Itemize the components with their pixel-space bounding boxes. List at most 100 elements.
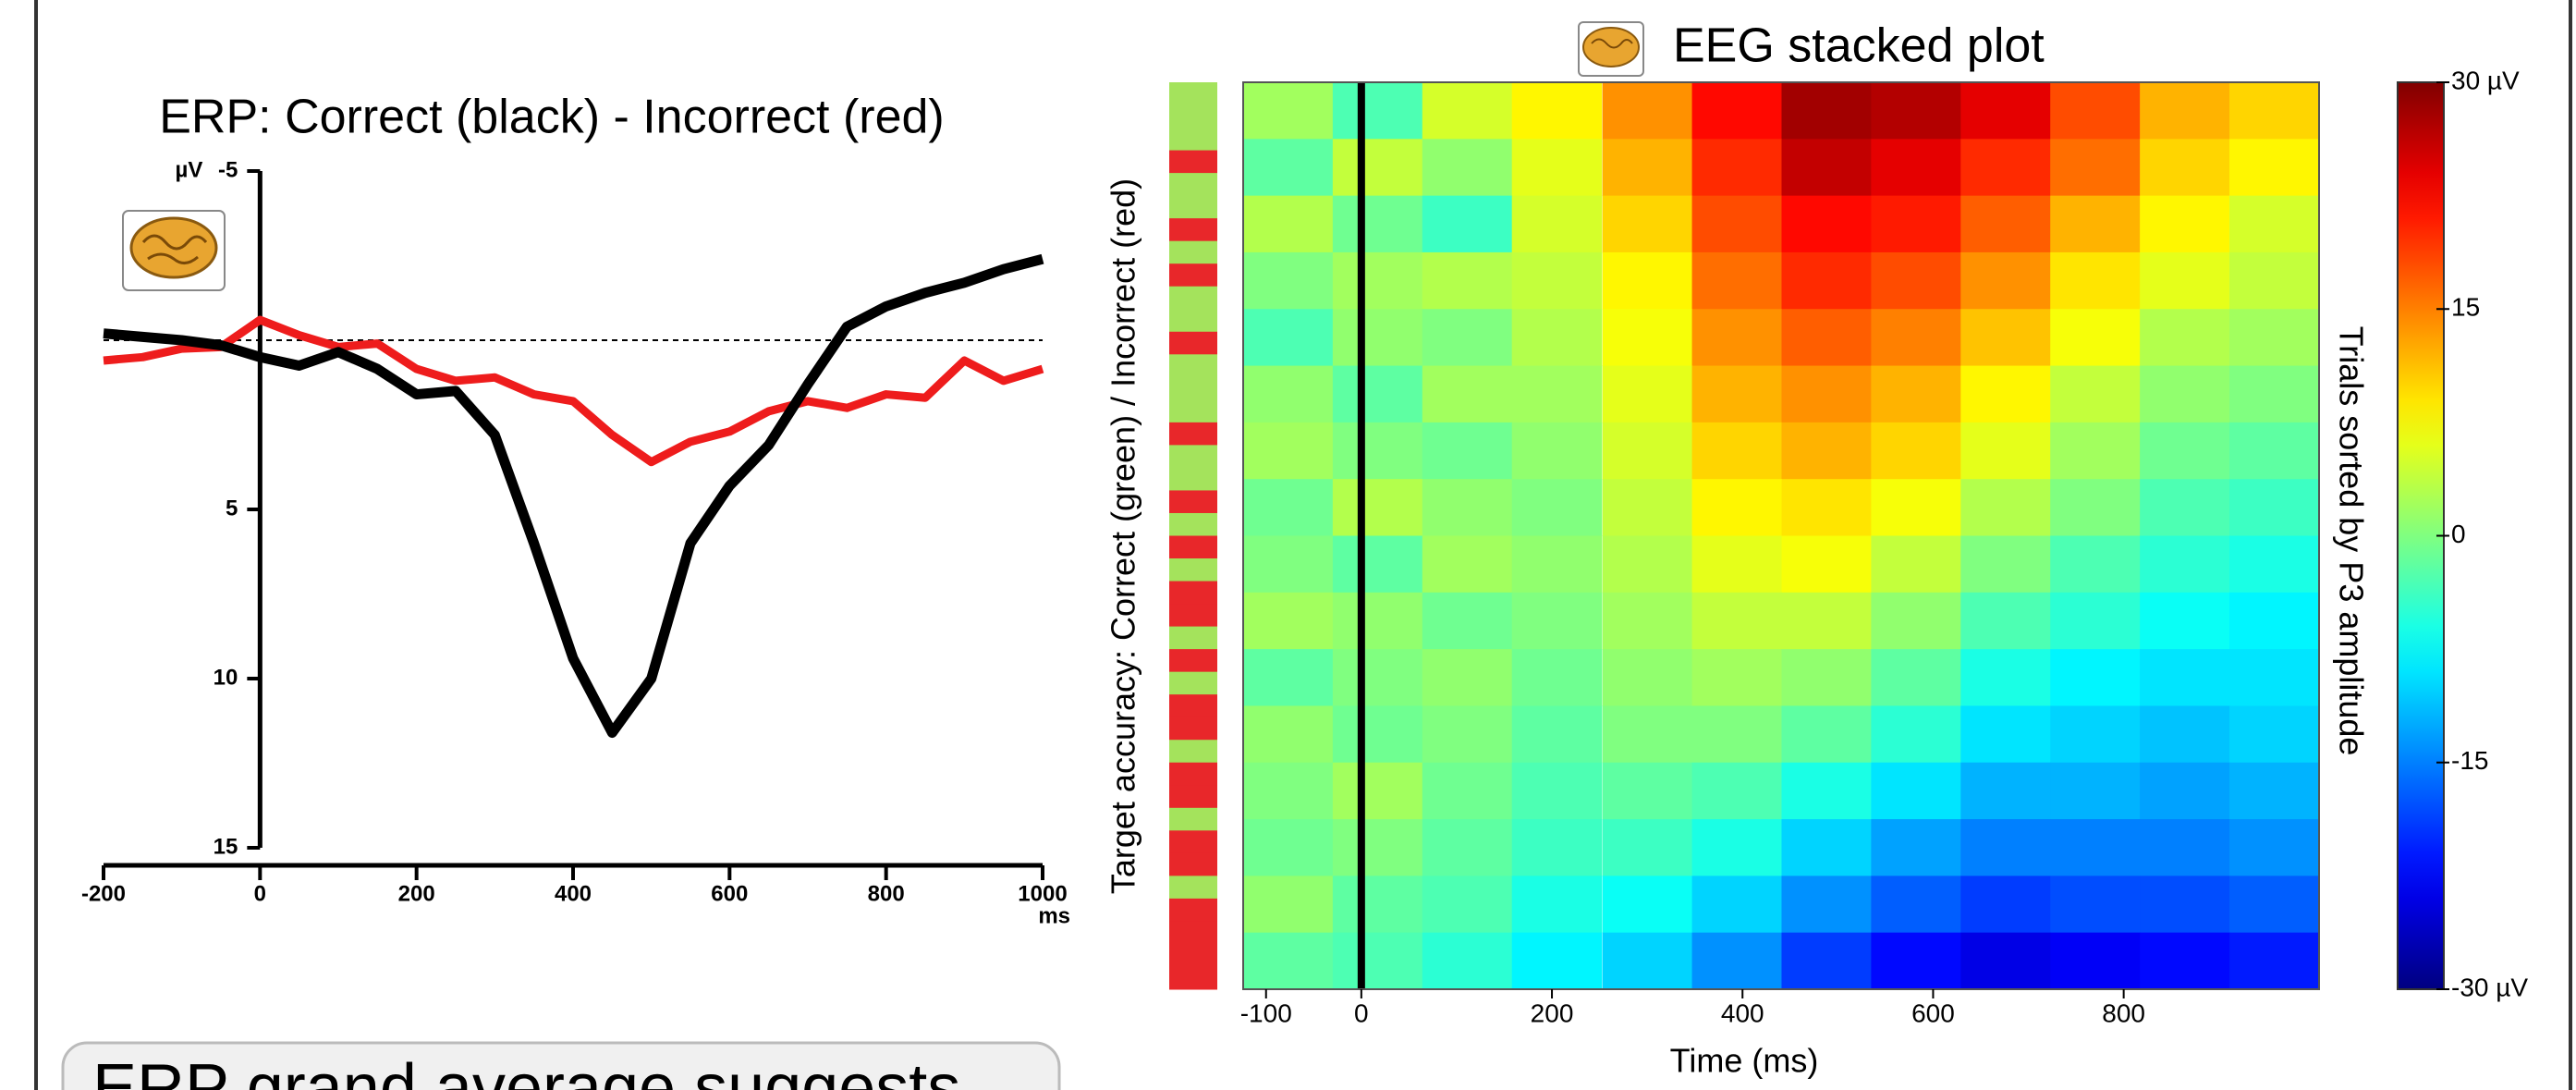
heatmap-cell <box>1691 422 1783 480</box>
event-line <box>1357 82 1365 989</box>
heatmap-cell <box>1781 251 1872 310</box>
heatmap-cell <box>1332 592 1423 650</box>
heatmap-cell <box>1871 365 1961 423</box>
x-tick-label: -100 <box>1240 998 1292 1027</box>
heatmap-cell <box>1960 762 2051 820</box>
heatmap-cell <box>1332 82 1423 140</box>
heatmap-cell <box>2050 309 2141 367</box>
heatmap-cell <box>1511 819 1603 876</box>
heatmap-cell <box>1242 309 1334 367</box>
heatmap-cell <box>2229 705 2320 764</box>
line-series <box>103 253 1044 739</box>
heatmap-cell <box>2050 876 2141 934</box>
heatmap-cell <box>2140 649 2230 706</box>
heatmap-cell <box>1242 535 1334 594</box>
heatmap-cell <box>1511 932 1603 990</box>
heatmap-cell <box>1422 535 1513 594</box>
accuracy-cell <box>1169 581 1217 605</box>
heatmap-cell <box>2229 251 2320 310</box>
heatmap-cell <box>1781 139 1872 197</box>
heatmap-cell <box>1332 876 1423 934</box>
heatmap-cell <box>1242 422 1334 480</box>
accuracy-cell <box>1169 286 1217 310</box>
heatmap-cell <box>2140 535 2230 594</box>
heatmap-cell <box>1960 876 2051 934</box>
heatmap-cell <box>1422 592 1513 650</box>
heatmap-cell <box>1691 535 1783 594</box>
x-tick-label: 0 <box>1354 998 1369 1027</box>
heatmap-cell <box>1422 195 1513 253</box>
heatmap-cell <box>1871 535 1961 594</box>
heatmap-cell <box>2050 649 2141 706</box>
heatmap-cell <box>2229 195 2320 253</box>
x-tick-label: 600 <box>1911 998 1955 1027</box>
heatmap-cell <box>2140 705 2230 764</box>
heatmap-cell <box>1332 479 1423 536</box>
accuracy-cell <box>1169 309 1217 333</box>
heatmap-cell <box>1332 932 1423 990</box>
heatmap-cell <box>2229 309 2320 367</box>
x-axis-label: Time (ms) <box>1670 1042 1819 1080</box>
y-tick-label: 5 <box>226 496 238 521</box>
heatmap-cell <box>1242 705 1334 764</box>
heatmap-cell <box>2229 876 2320 934</box>
heatmap-cell <box>2050 762 2141 820</box>
heatmap-cell <box>2050 195 2141 253</box>
colorbar-tick-label: -15 <box>2451 746 2488 775</box>
heatmap-cell <box>1242 932 1334 990</box>
accuracy-cell <box>1169 762 1217 786</box>
heatmap-cell <box>1871 649 1961 706</box>
heatmap-cell <box>1602 592 1693 650</box>
x-unit: ms <box>1038 903 1070 928</box>
heatmap-cell <box>1332 705 1423 764</box>
heatmap-cell <box>1691 309 1783 367</box>
accuracy-cell <box>1169 535 1217 559</box>
accuracy-cell <box>1169 82 1217 106</box>
heatmap-cell <box>1242 876 1334 934</box>
heatmap-cell <box>2140 592 2230 650</box>
heatmap-cell <box>1691 139 1783 197</box>
heatmap-cell <box>1871 422 1961 480</box>
heatmap-cell <box>1871 705 1961 764</box>
heatmap-cell <box>1422 309 1513 367</box>
accuracy-cell <box>1169 104 1217 129</box>
heatmap-cell <box>2050 479 2141 536</box>
x-tick-label: 0 <box>254 881 266 906</box>
heatmap-cell <box>1960 649 2051 706</box>
plot-frame <box>1242 81 2320 990</box>
heatmap-cell <box>1332 139 1423 197</box>
accuracy-cell <box>1169 626 1217 650</box>
heatmap-cell <box>1781 932 1872 990</box>
heatmap-cell <box>1422 251 1513 310</box>
heatmap-cell <box>1781 365 1872 423</box>
heatmap-cell <box>1422 932 1513 990</box>
heatmap-cell <box>1960 82 2051 140</box>
accuracy-cell <box>1169 785 1217 809</box>
y-unit: µV <box>175 157 202 182</box>
heatmap-cell <box>1691 649 1783 706</box>
chart-title: EEG stacked plot <box>1673 19 2045 73</box>
heatmap-cell <box>2229 932 2320 990</box>
heatmap-cell <box>2229 762 2320 820</box>
heatmap-cell <box>2229 139 2320 197</box>
heatmap-cell <box>1781 422 1872 480</box>
x-tick-label: 1000 <box>1018 881 1067 906</box>
heatmap-cell <box>1960 819 2051 876</box>
chart-title: ERP: Correct (black) - Incorrect (red) <box>159 91 945 144</box>
x-tick-label: 400 <box>555 881 592 906</box>
heatmap-cell <box>2140 82 2230 140</box>
accuracy-cell <box>1169 830 1217 854</box>
y-axis-label: Target accuracy: Correct (green) / Incor… <box>1105 178 1142 894</box>
heatmap-cell <box>1602 422 1693 480</box>
accuracy-cell <box>1169 218 1217 242</box>
heatmap-cell <box>2050 932 2141 990</box>
heatmap-cell <box>1602 309 1693 367</box>
accuracy-cell <box>1169 467 1217 491</box>
heatmap-cell <box>1871 309 1961 367</box>
line-series <box>103 315 1044 467</box>
heatmap-cell <box>2050 251 2141 310</box>
heatmap-cell <box>1242 592 1334 650</box>
heatmap-cell <box>1602 649 1693 706</box>
heatmap-cell <box>1511 309 1603 367</box>
